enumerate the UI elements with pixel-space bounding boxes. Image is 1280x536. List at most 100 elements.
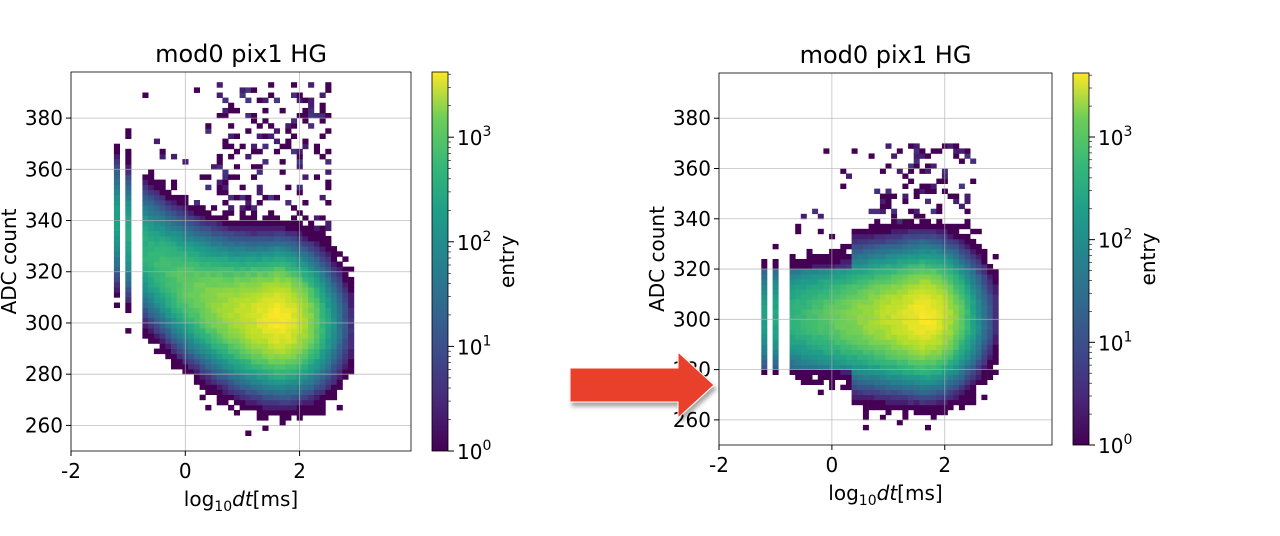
hist-bin bbox=[789, 309, 796, 315]
hist-bin bbox=[211, 246, 218, 252]
hist-bin bbox=[268, 297, 275, 303]
hist-bin bbox=[176, 348, 183, 355]
hist-bin bbox=[268, 251, 275, 257]
hist-bin bbox=[199, 353, 206, 360]
hist-bin bbox=[947, 269, 954, 275]
hist-bin bbox=[205, 251, 212, 257]
hist-bin bbox=[868, 223, 875, 230]
hist-bin bbox=[285, 220, 292, 226]
hist-bin bbox=[285, 292, 292, 298]
hist-bin bbox=[908, 404, 915, 411]
hist-bin bbox=[964, 264, 971, 270]
hist-bin bbox=[761, 344, 768, 350]
hist-bin bbox=[925, 354, 931, 360]
hist-bin bbox=[868, 254, 875, 260]
hist-bin bbox=[273, 276, 280, 283]
hist-bin bbox=[205, 389, 212, 395]
hist-bin bbox=[222, 174, 229, 180]
hist-bin bbox=[857, 314, 864, 320]
hist-bin bbox=[953, 279, 960, 285]
hist-bin bbox=[975, 279, 982, 285]
hist-bin bbox=[851, 259, 858, 265]
hist-bin bbox=[992, 274, 999, 280]
hist-bin bbox=[199, 343, 206, 349]
hist-bin bbox=[342, 297, 349, 303]
hist-bin bbox=[228, 292, 235, 298]
hist-bin bbox=[205, 128, 212, 134]
hist-bin bbox=[857, 233, 864, 240]
hist-bin bbox=[970, 374, 977, 380]
hist-bin bbox=[171, 261, 178, 267]
hist-bin bbox=[165, 282, 172, 288]
hist-bin bbox=[319, 302, 326, 308]
hist-bin bbox=[930, 238, 937, 245]
hist-bin bbox=[772, 369, 779, 375]
hist-bin bbox=[325, 225, 332, 232]
hist-bin bbox=[251, 241, 258, 247]
hist-bin bbox=[268, 317, 275, 324]
hist-bin bbox=[925, 344, 931, 350]
hist-bin bbox=[188, 343, 195, 349]
hist-bin bbox=[188, 251, 195, 257]
hist-bin bbox=[851, 279, 858, 285]
hist-bin bbox=[325, 358, 332, 365]
hist-bin bbox=[970, 254, 977, 260]
hist-bin bbox=[987, 374, 994, 380]
hist-bin bbox=[823, 294, 830, 300]
hist-bin bbox=[874, 369, 881, 375]
hist-bin bbox=[171, 363, 178, 370]
hist-bin bbox=[228, 230, 235, 237]
hist-bin bbox=[795, 259, 802, 265]
hist-bin bbox=[262, 241, 269, 247]
hist-bin bbox=[245, 282, 252, 288]
hist-bin bbox=[171, 210, 178, 216]
hist-bin bbox=[975, 314, 982, 320]
hist-bin bbox=[812, 304, 819, 310]
hist-bin bbox=[262, 225, 269, 232]
hist-bin bbox=[868, 304, 875, 310]
hist-bin bbox=[291, 287, 298, 293]
hist-bin bbox=[205, 292, 212, 298]
hist-bin bbox=[113, 169, 120, 175]
hist-bin bbox=[336, 343, 343, 349]
hist-bin bbox=[165, 220, 172, 226]
hist-bin bbox=[913, 359, 920, 365]
hist-bin bbox=[800, 274, 807, 280]
hist-bin bbox=[199, 256, 206, 262]
hist-bin bbox=[772, 364, 779, 370]
hist-bin bbox=[896, 399, 903, 406]
hist-bin bbox=[800, 329, 807, 335]
hist-bin bbox=[925, 218, 931, 225]
hist-bin bbox=[188, 323, 195, 329]
hist-bin bbox=[153, 200, 160, 206]
hist-bin bbox=[891, 314, 898, 320]
hist-bin bbox=[153, 251, 160, 257]
hist-bin bbox=[823, 324, 830, 330]
hist-bin bbox=[846, 344, 852, 350]
hist-bin bbox=[851, 389, 858, 396]
hist-bin bbox=[987, 334, 994, 340]
hist-bin bbox=[925, 284, 931, 290]
hist-bin bbox=[125, 215, 132, 221]
hist-bin bbox=[908, 259, 915, 265]
hist-bin bbox=[159, 297, 166, 303]
hist-bin bbox=[953, 339, 960, 345]
hist-bin bbox=[958, 294, 965, 300]
hist-bin bbox=[795, 334, 802, 340]
hist-bin bbox=[919, 304, 926, 310]
hist-bin bbox=[313, 399, 320, 406]
hist-bin bbox=[885, 163, 892, 169]
hist-bin bbox=[919, 289, 926, 295]
hist-bin bbox=[256, 282, 263, 288]
hist-bin bbox=[925, 274, 931, 280]
hist-bin bbox=[874, 264, 881, 270]
hist-bin bbox=[325, 312, 332, 319]
hist-bin bbox=[817, 299, 824, 305]
hist-bin bbox=[913, 379, 920, 385]
hist-bin bbox=[211, 292, 218, 298]
hist-bin bbox=[199, 225, 206, 232]
hist-bin bbox=[302, 241, 309, 247]
hist-bin bbox=[176, 363, 183, 370]
hist-bin bbox=[313, 230, 320, 237]
hist-bin bbox=[953, 349, 960, 355]
